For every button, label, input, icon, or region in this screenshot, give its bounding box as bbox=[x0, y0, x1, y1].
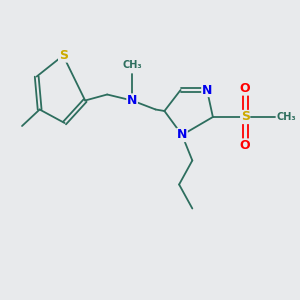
Text: CH₃: CH₃ bbox=[122, 60, 142, 70]
Text: N: N bbox=[127, 94, 137, 107]
Text: N: N bbox=[177, 128, 187, 142]
Text: O: O bbox=[240, 139, 250, 152]
Text: O: O bbox=[240, 82, 250, 95]
Text: S: S bbox=[58, 49, 68, 62]
Text: S: S bbox=[241, 110, 250, 124]
Text: CH₃: CH₃ bbox=[277, 112, 296, 122]
Text: N: N bbox=[202, 83, 212, 97]
